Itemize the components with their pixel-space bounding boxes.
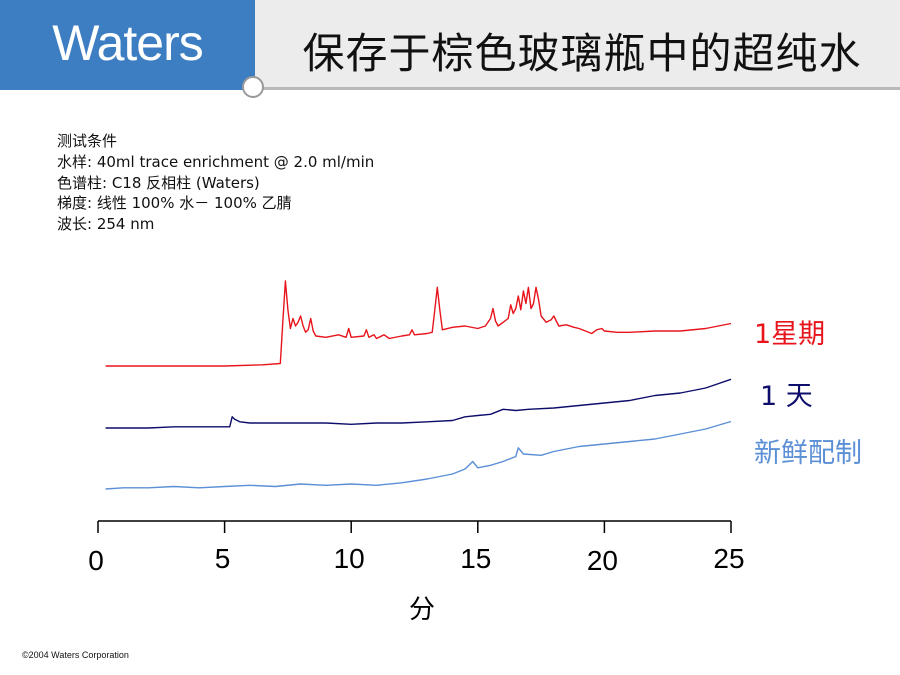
condition-wavelength: 波长: 254 nm bbox=[57, 215, 155, 234]
trace-1-day bbox=[105, 378, 732, 429]
condition-column: 色谱柱: C18 反相柱 (Waters) bbox=[57, 173, 260, 192]
condition-gradient: 梯度: 线性 100% 水－ 100% 乙腈 bbox=[57, 194, 292, 213]
conditions-heading: 测试条件 bbox=[57, 132, 118, 150]
x-tick-label: 10 bbox=[334, 543, 365, 574]
series-label-day: 1 天 bbox=[760, 381, 813, 412]
trace-1-week bbox=[105, 280, 732, 367]
test-conditions: 测试条件 水样: 40ml trace enrichment @ 2.0 ml/… bbox=[57, 131, 374, 235]
header-divider bbox=[255, 87, 900, 90]
logo: Waters bbox=[0, 0, 255, 90]
condition-sample: 水样: 40ml trace enrichment @ 2.0 ml/min bbox=[57, 152, 375, 171]
x-tick-label: 0 bbox=[88, 545, 104, 576]
x-tick-label: 15 bbox=[460, 543, 491, 574]
x-axis-label: 分 bbox=[409, 595, 435, 625]
trace-fresh bbox=[105, 420, 732, 490]
page-title: 保存于棕色玻璃瓶中的超纯水 bbox=[302, 29, 862, 78]
copyright: ©2004 Waters Corporation bbox=[22, 650, 129, 660]
logo-text: Waters bbox=[52, 15, 204, 71]
series-label-week: 1星期 bbox=[754, 319, 826, 350]
series-label-fresh: 新鲜配制 bbox=[754, 438, 862, 469]
x-tick-label: 5 bbox=[215, 543, 231, 574]
x-tick-label: 20 bbox=[587, 545, 618, 576]
x-tick-label: 25 bbox=[713, 543, 744, 574]
header-circle-ornament bbox=[242, 76, 264, 98]
